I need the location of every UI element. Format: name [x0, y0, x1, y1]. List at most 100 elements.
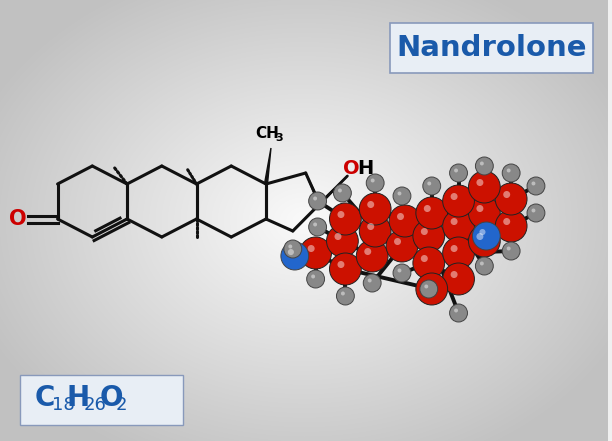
Circle shape: [308, 218, 327, 236]
Circle shape: [424, 284, 428, 288]
Circle shape: [468, 171, 500, 203]
Circle shape: [364, 274, 381, 292]
Circle shape: [393, 264, 411, 282]
Text: 2: 2: [115, 396, 127, 414]
Circle shape: [313, 223, 317, 227]
Circle shape: [507, 247, 510, 250]
Circle shape: [308, 192, 327, 210]
Circle shape: [424, 281, 431, 288]
Circle shape: [307, 270, 324, 288]
Circle shape: [450, 245, 458, 252]
Circle shape: [442, 237, 474, 269]
Circle shape: [507, 168, 510, 172]
Circle shape: [480, 161, 484, 165]
Text: O: O: [99, 384, 123, 412]
Circle shape: [468, 225, 500, 257]
Circle shape: [288, 249, 294, 255]
Text: H: H: [357, 158, 373, 177]
Circle shape: [389, 205, 421, 237]
Circle shape: [413, 247, 445, 279]
Circle shape: [450, 193, 458, 200]
Circle shape: [300, 237, 332, 269]
Circle shape: [334, 184, 351, 202]
Circle shape: [480, 262, 484, 265]
Circle shape: [442, 185, 474, 217]
Circle shape: [454, 309, 458, 313]
Circle shape: [476, 257, 493, 275]
Circle shape: [416, 273, 447, 305]
Text: O: O: [343, 158, 360, 177]
Circle shape: [371, 179, 375, 183]
Circle shape: [393, 187, 411, 205]
Circle shape: [450, 304, 468, 322]
Circle shape: [329, 203, 361, 235]
Circle shape: [308, 245, 315, 252]
Circle shape: [421, 228, 428, 235]
Circle shape: [311, 274, 315, 278]
Circle shape: [366, 174, 384, 192]
Circle shape: [288, 244, 293, 248]
Text: 18: 18: [51, 396, 75, 414]
Circle shape: [313, 197, 317, 201]
Text: 3: 3: [275, 133, 283, 143]
Circle shape: [368, 279, 371, 282]
Polygon shape: [319, 176, 348, 205]
Circle shape: [531, 182, 536, 186]
Circle shape: [337, 211, 345, 218]
Circle shape: [424, 205, 431, 212]
Circle shape: [495, 183, 527, 215]
Circle shape: [337, 261, 345, 268]
Circle shape: [502, 242, 520, 260]
Circle shape: [398, 191, 401, 195]
Circle shape: [476, 157, 493, 175]
Circle shape: [394, 238, 401, 245]
Circle shape: [476, 233, 483, 240]
Polygon shape: [264, 148, 271, 184]
Circle shape: [398, 269, 401, 273]
Circle shape: [450, 218, 458, 225]
Circle shape: [468, 197, 500, 229]
Circle shape: [397, 213, 404, 220]
FancyBboxPatch shape: [390, 23, 592, 73]
Text: H: H: [67, 384, 89, 412]
Circle shape: [335, 233, 341, 240]
Circle shape: [367, 201, 374, 208]
Circle shape: [476, 179, 483, 186]
Circle shape: [454, 168, 458, 172]
Circle shape: [442, 263, 474, 295]
Circle shape: [427, 182, 431, 186]
Circle shape: [420, 280, 438, 298]
Circle shape: [367, 223, 374, 230]
Circle shape: [503, 218, 510, 225]
Circle shape: [472, 222, 500, 250]
Circle shape: [356, 240, 388, 272]
Circle shape: [338, 188, 342, 192]
Text: C: C: [35, 384, 55, 412]
Circle shape: [413, 220, 445, 252]
Text: CH: CH: [255, 127, 279, 142]
Circle shape: [502, 164, 520, 182]
Circle shape: [359, 215, 391, 247]
Circle shape: [341, 292, 345, 295]
Circle shape: [337, 287, 354, 305]
Circle shape: [503, 191, 510, 198]
Circle shape: [476, 205, 483, 212]
Circle shape: [421, 255, 428, 262]
Circle shape: [495, 210, 527, 242]
Circle shape: [359, 193, 391, 225]
Circle shape: [450, 164, 468, 182]
Circle shape: [416, 197, 447, 229]
Circle shape: [479, 229, 485, 235]
Circle shape: [450, 271, 458, 278]
Text: O: O: [9, 209, 27, 229]
Circle shape: [531, 209, 536, 213]
Circle shape: [284, 240, 302, 258]
Circle shape: [327, 225, 358, 257]
Circle shape: [423, 177, 441, 195]
Circle shape: [386, 230, 418, 262]
Circle shape: [527, 204, 545, 222]
Circle shape: [329, 253, 361, 285]
Circle shape: [281, 242, 308, 270]
Text: Nandrolone: Nandrolone: [396, 34, 586, 62]
FancyBboxPatch shape: [20, 375, 182, 425]
